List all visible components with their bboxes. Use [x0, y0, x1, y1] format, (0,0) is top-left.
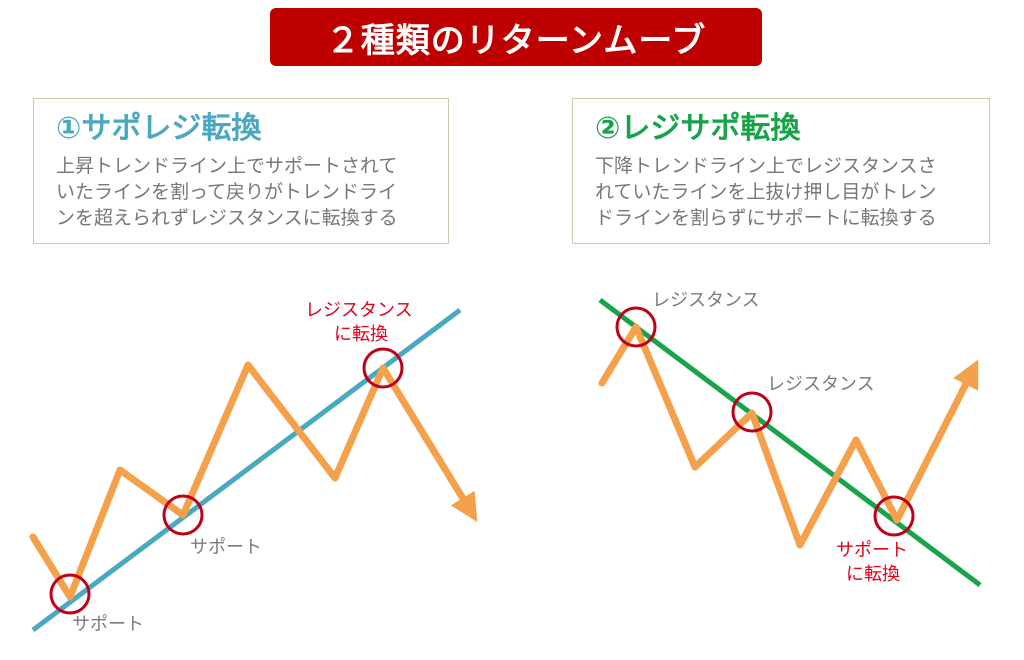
- left-description: 上昇トレンドライン上でサポートされて いたラインを割って戻りがトレンドライ ンを…: [56, 153, 426, 231]
- reji-sapo-box: ②レジサポ転換 下降トレンドライン上でレジスタンスさ れていたラインを上抜け押し…: [572, 98, 990, 244]
- uptrend-line: [31, 307, 462, 633]
- resistance-conversion-label-1: レジスタンス: [305, 300, 413, 321]
- support-marker-2: [162, 494, 204, 536]
- left-heading: ①サポレジ転換: [56, 111, 262, 146]
- right-heading: ②レジサポ転換: [595, 111, 801, 146]
- support-marker-1: [49, 573, 91, 615]
- downtrend-line: [598, 298, 982, 587]
- resistance-conversion-label-2: に転換: [334, 324, 388, 345]
- left-desc-line: 上昇トレンドライン上でサポートされて: [56, 155, 398, 177]
- price-line-left: [29, 361, 478, 601]
- price-line-right: [598, 323, 979, 549]
- support-conversion-marker: [873, 495, 915, 537]
- right-description: 下降トレンドライン上でレジスタンスさ れていたラインを上抜け押し目がトレン ドラ…: [595, 153, 967, 231]
- support-label-1: サポート: [72, 614, 144, 635]
- right-desc-line: ドラインを割らずにサポートに転換する: [595, 207, 937, 229]
- right-desc-line: 下降トレンドライン上でレジスタンスさ: [595, 155, 937, 177]
- left-desc-line: いたラインを割って戻りがトレンドライ: [56, 181, 398, 203]
- resistance-label-2: レジスタンス: [767, 374, 875, 395]
- sapo-reji-box: ①サポレジ転換 上昇トレンドライン上でサポートされて いたラインを割って戻りがト…: [33, 98, 449, 244]
- support-label-2: サポート: [190, 537, 262, 558]
- support-conversion-label-1: サポート: [836, 540, 908, 561]
- resistance-label-1: レジスタンス: [652, 290, 760, 311]
- resistance-marker-2: [731, 391, 773, 433]
- page-title: ２種類のリターンムーブ: [325, 20, 707, 61]
- left-desc-line: ンを超えられずレジスタンスに転換する: [56, 207, 398, 229]
- support-conversion-label-2: に転換: [846, 564, 900, 585]
- right-desc-line: れていたラインを上抜け押し目がトレン: [595, 181, 937, 203]
- title-banner: ２種類のリターンムーブ: [270, 8, 762, 66]
- resistance-conversion-marker: [362, 347, 404, 389]
- resistance-marker-1: [615, 306, 657, 348]
